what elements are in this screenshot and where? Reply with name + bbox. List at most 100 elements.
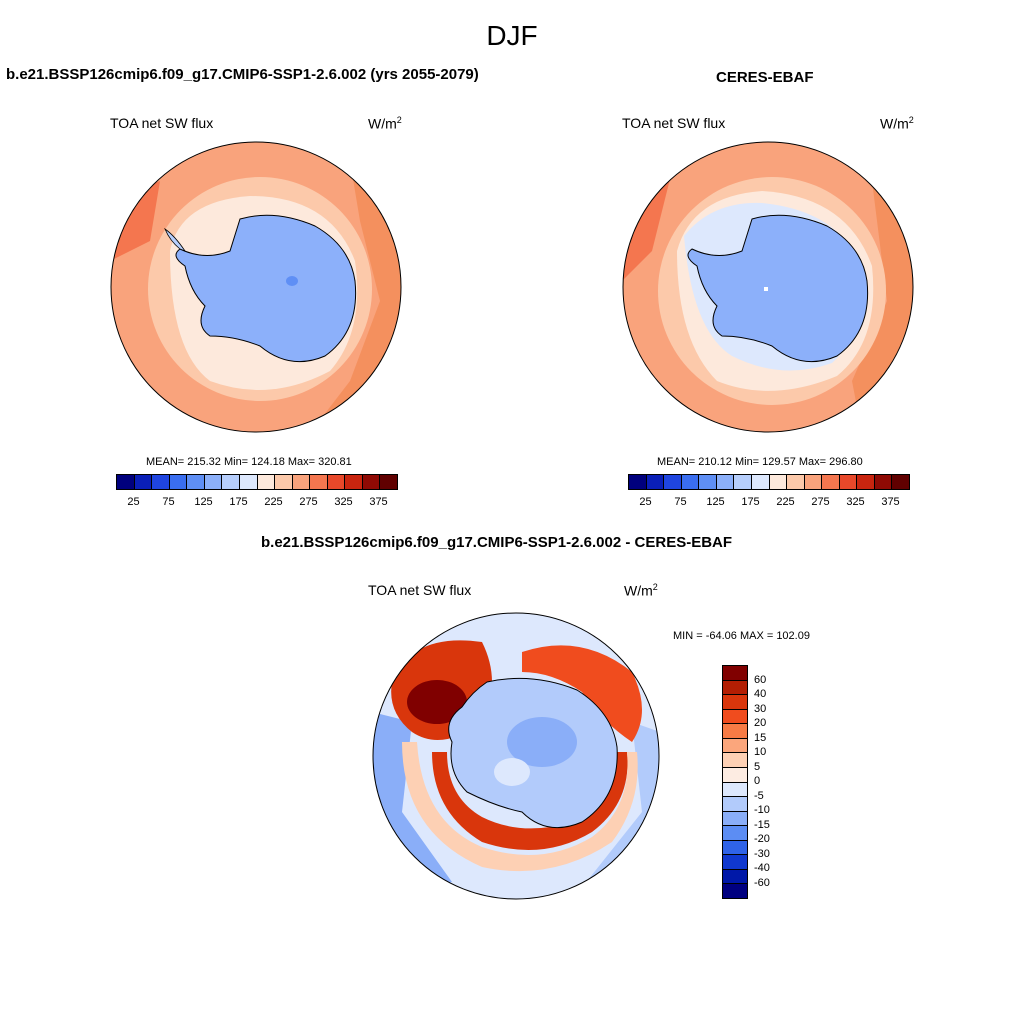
colorbar-tick-label: 10 xyxy=(754,746,767,758)
colorbar-swatch xyxy=(874,475,893,489)
panel-1-colorbar xyxy=(116,474,398,490)
colorbar-tick-label: 275 xyxy=(299,496,318,508)
colorbar-tick-label: -60 xyxy=(754,876,770,889)
colorbar-swatch xyxy=(723,797,747,812)
colorbar-swatch xyxy=(204,475,223,489)
colorbar-tick-label: 225 xyxy=(776,496,795,508)
colorbar-tick-label: 375 xyxy=(369,496,388,508)
colorbar-tick-label: 5 xyxy=(754,760,761,773)
colorbar-tick-label: -5 xyxy=(754,789,764,802)
colorbar-tick-label: 75 xyxy=(162,496,175,508)
colorbar-swatch xyxy=(723,884,747,898)
panel-2-stats: MEAN= 210.12 Min= 129.57 Max= 296.80 xyxy=(657,456,863,468)
panel-1-stats: MEAN= 215.32 Min= 124.18 Max= 320.81 xyxy=(146,456,352,468)
colorbar-swatch xyxy=(117,475,135,489)
panel-3-colorbar xyxy=(722,665,748,899)
colorbar-swatch xyxy=(892,475,909,489)
colorbar-swatch xyxy=(723,695,747,710)
colorbar-swatch xyxy=(723,738,747,754)
colorbar-swatch xyxy=(134,475,153,489)
negative-interior-patch xyxy=(507,717,577,767)
colorbar-swatch xyxy=(723,767,747,783)
colorbar-swatch xyxy=(723,666,747,681)
antarctic-peninsula xyxy=(164,227,187,252)
positive-band-south xyxy=(432,752,628,850)
colorbar-swatch xyxy=(664,475,682,489)
panel-1-units: W/m2 xyxy=(368,115,402,132)
antarctica-landmass xyxy=(175,214,357,363)
max-positive-patch xyxy=(407,680,467,724)
colorbar-swatch xyxy=(751,475,770,489)
colorbar-tick-label: -30 xyxy=(754,847,770,860)
colorbar-swatch xyxy=(239,475,258,489)
colorbar-swatch xyxy=(723,753,747,768)
colorbar-swatch xyxy=(804,475,823,489)
colorbar-swatch xyxy=(723,680,747,696)
colorbar-swatch xyxy=(310,475,328,489)
panel-2-colorbar xyxy=(628,474,910,490)
near-zero-interior xyxy=(494,758,530,786)
low-flux-spot xyxy=(286,276,298,286)
colorbar-swatch xyxy=(716,475,735,489)
colorbar-tick-label: 20 xyxy=(754,717,767,729)
colorbar-tick-label: 30 xyxy=(754,702,767,715)
colorbar-tick-label: 325 xyxy=(334,496,353,508)
colorbar-tick-label: -10 xyxy=(754,804,770,816)
colorbar-tick-label: 15 xyxy=(754,731,767,744)
panel-3-units: W/m2 xyxy=(624,582,658,599)
colorbar-tick-label: 40 xyxy=(754,688,767,700)
missing-data-spot xyxy=(764,287,768,291)
colorbar-swatch xyxy=(257,475,276,489)
panel-3-title: b.e21.BSSP126cmip6.f09_g17.CMIP6-SSP1-2.… xyxy=(261,534,733,551)
colorbar-swatch xyxy=(327,475,346,489)
colorbar-swatch xyxy=(723,869,747,885)
panel-3-polar-map xyxy=(372,612,660,900)
colorbar-swatch xyxy=(734,475,752,489)
colorbar-swatch xyxy=(275,475,293,489)
colorbar-swatch xyxy=(822,475,840,489)
colorbar-swatch xyxy=(169,475,188,489)
colorbar-swatch xyxy=(292,475,311,489)
panel-1-polar-map xyxy=(110,141,402,433)
colorbar-tick-label: -15 xyxy=(754,818,770,831)
colorbar-tick-label: 175 xyxy=(741,496,760,508)
colorbar-tick-label: 175 xyxy=(229,496,248,508)
colorbar-tick-label: 25 xyxy=(127,496,140,508)
colorbar-tick-label: 125 xyxy=(706,496,725,508)
colorbar-swatch xyxy=(646,475,665,489)
colorbar-swatch xyxy=(723,811,747,827)
panel-2-polar-map xyxy=(622,141,914,433)
colorbar-tick-label: -20 xyxy=(754,833,770,845)
colorbar-swatch xyxy=(723,709,747,725)
colorbar-swatch xyxy=(723,840,747,856)
panel-2-title: CERES-EBAF xyxy=(716,69,814,86)
panel-2-colorbar-ticks: 25 75 125 175 225 275 325 375 xyxy=(628,496,908,510)
colorbar-tick-label: 125 xyxy=(194,496,213,508)
colorbar-swatch xyxy=(629,475,647,489)
colorbar-swatch xyxy=(857,475,875,489)
panel-1-field-label: TOA net SW flux xyxy=(110,115,214,131)
panel-3-field-label: TOA net SW flux xyxy=(368,582,472,598)
positive-patch-northeast xyxy=(522,645,642,742)
light-positive-band xyxy=(402,742,638,872)
panel-2-field-label: TOA net SW flux xyxy=(622,115,726,131)
antarctica-landmass xyxy=(687,214,869,363)
colorbar-swatch xyxy=(380,475,397,489)
colorbar-swatch xyxy=(769,475,788,489)
colorbar-tick-label: 375 xyxy=(881,496,900,508)
colorbar-swatch xyxy=(345,475,363,489)
colorbar-tick-label: 75 xyxy=(674,496,687,508)
colorbar-swatch xyxy=(723,782,747,798)
colorbar-swatch xyxy=(723,855,747,870)
colorbar-swatch xyxy=(222,475,240,489)
colorbar-tick-label: 275 xyxy=(811,496,830,508)
colorbar-swatch xyxy=(723,724,747,739)
panel-3-colorbar-ticks: 60 40 30 20 15 10 5 0 -5 -10 -15 -20 -30 -40 -60 xyxy=(754,665,784,897)
colorbar-swatch xyxy=(681,475,700,489)
panel-2-units: W/m2 xyxy=(880,115,914,132)
colorbar-swatch xyxy=(152,475,170,489)
colorbar-tick-label: -40 xyxy=(754,862,770,874)
colorbar-tick-label: 325 xyxy=(846,496,865,508)
panel-1-colorbar-ticks: 25 75 125 175 225 275 325 375 xyxy=(116,496,396,510)
main-title: DJF xyxy=(486,20,538,51)
